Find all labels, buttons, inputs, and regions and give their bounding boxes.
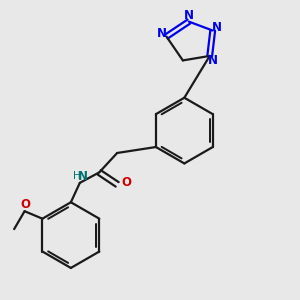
Text: N: N <box>157 27 167 40</box>
Text: O: O <box>121 176 131 189</box>
Text: N: N <box>184 8 194 22</box>
Text: H: H <box>73 171 81 181</box>
Text: N: N <box>78 170 88 183</box>
Text: O: O <box>20 198 31 211</box>
Text: N: N <box>208 54 218 67</box>
Text: N: N <box>212 21 222 34</box>
